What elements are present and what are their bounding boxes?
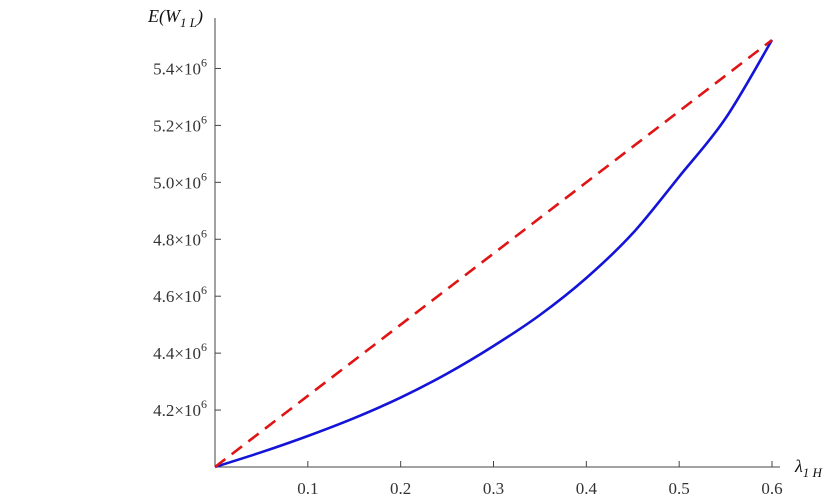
series-line-solid-blue — [214, 39, 774, 469]
y-tick-label: 5.2×106 — [153, 112, 207, 135]
y-tick-label: 4.4×106 — [153, 340, 207, 363]
x-tick-label: 0.3 — [483, 479, 504, 496]
y-axis-title: E(W1 L) — [147, 6, 203, 30]
x-tick-label: 0.1 — [297, 479, 318, 496]
y-tick-label: 4.2×106 — [153, 397, 207, 420]
y-tick-label: 5.0×106 — [153, 169, 207, 192]
x-tick-label: 0.2 — [390, 479, 411, 496]
x-tick-label: 0.5 — [669, 479, 690, 496]
y-tick-label: 4.8×106 — [153, 226, 207, 249]
x-ticks: 0.1 0.2 0.3 0.4 0.5 0.6 — [297, 461, 783, 496]
series-layer — [214, 38, 774, 469]
y-tick-label: 5.4×106 — [153, 55, 207, 78]
axes — [214, 18, 780, 468]
y-tick-label: 4.6×106 — [153, 283, 207, 306]
x-axis-title: λ1 H — [794, 456, 823, 480]
x-tick-label: 0.6 — [761, 479, 782, 496]
y-ticks: 4.2×106 4.4×106 4.6×106 4.8×106 5.0×106 5.2×1… — [153, 55, 221, 420]
series-line-dashed-red — [214, 38, 773, 469]
x-tick-label: 0.4 — [576, 479, 598, 496]
